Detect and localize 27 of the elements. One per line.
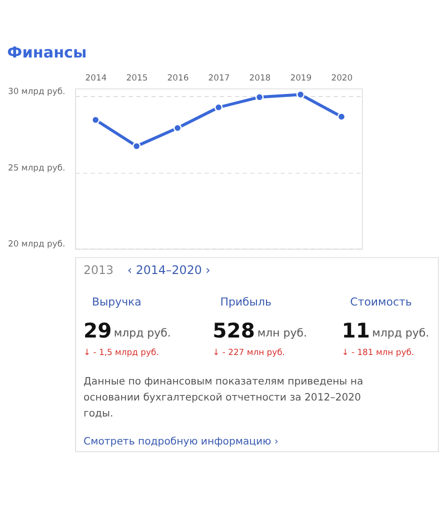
text: 528 (212, 318, 255, 342)
text: ‹ 2014–2020 › (127, 263, 210, 278)
text: ↓ - 181 млн руб. (342, 347, 414, 358)
text: ↓ - 227 млн руб. (212, 347, 285, 358)
text: 2013 (84, 263, 114, 278)
y-tick-label: 20 млрд руб. (8, 238, 66, 249)
x-tick-label: 2016 (167, 72, 189, 82)
x-tick-label: 2015 (126, 72, 148, 82)
x-tick-label: 2018 (249, 72, 271, 82)
x-tick-label: 2019 (290, 72, 312, 82)
text: Выручка (92, 295, 142, 308)
text: Смотреть подробную информацию › (84, 436, 278, 448)
text: 29 (84, 318, 112, 342)
x-tick-label: 2017 (208, 72, 230, 82)
text: млрд руб. (372, 326, 430, 340)
chart-title: Финансы (7, 44, 87, 62)
x-tick-label: 2014 (85, 72, 107, 82)
text: 11 (342, 318, 370, 342)
x-tick-label: 2020 (331, 72, 353, 82)
text: Стоимость (350, 295, 412, 308)
text: Данные по финансовым показателям приведены на основании бухгалтерской отчетности за 2012–2020 годы. (84, 376, 364, 420)
y-tick-label: 25 млрд руб. (8, 162, 66, 172)
text: млн руб. (257, 326, 307, 340)
text: млрд руб. (114, 326, 171, 340)
text: ↓ - 1,5 млрд руб. (84, 347, 159, 358)
text: Прибыль (220, 295, 272, 308)
y-tick-label: 30 млрд руб. (8, 86, 66, 96)
